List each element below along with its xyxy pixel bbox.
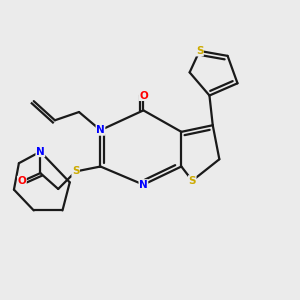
Text: S: S [196, 46, 203, 56]
Text: O: O [139, 91, 148, 100]
Text: S: S [72, 167, 80, 176]
Text: N: N [96, 125, 105, 135]
Text: O: O [17, 176, 26, 186]
Text: N: N [36, 147, 45, 157]
Text: S: S [188, 176, 196, 186]
Text: N: N [139, 180, 148, 190]
